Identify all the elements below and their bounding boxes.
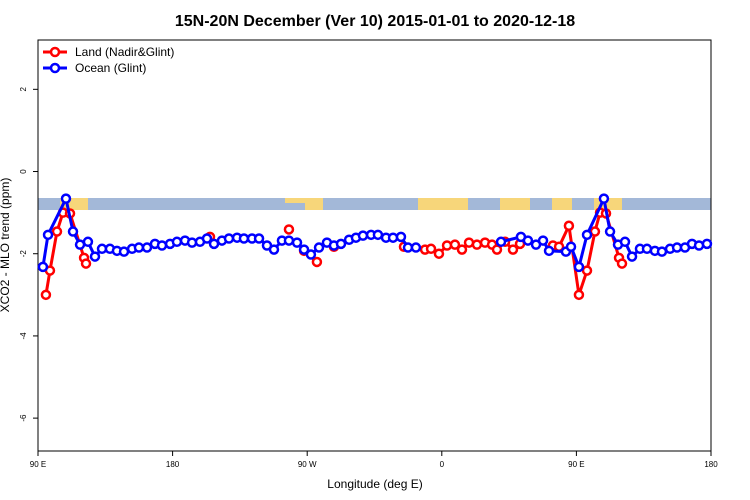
legend-label: Ocean (Glint) — [75, 61, 146, 75]
point — [311, 256, 323, 268]
point — [89, 251, 101, 262]
point — [604, 226, 616, 237]
point — [656, 246, 668, 257]
point — [522, 235, 534, 246]
point — [565, 241, 577, 252]
point — [543, 245, 555, 257]
legend-marker — [49, 62, 61, 74]
point — [573, 261, 585, 273]
x-tick-label: 180 — [166, 460, 180, 469]
map-strip — [38, 198, 711, 210]
point — [335, 238, 347, 250]
point — [268, 244, 280, 255]
point — [37, 261, 49, 273]
point — [298, 244, 310, 255]
point — [67, 226, 79, 237]
point — [433, 248, 445, 259]
y-tick-label: -6 — [19, 414, 28, 422]
point — [60, 193, 72, 204]
point — [82, 236, 94, 248]
point — [238, 233, 250, 244]
point — [626, 251, 638, 262]
point — [223, 233, 235, 244]
map-land — [500, 198, 530, 210]
point — [372, 229, 384, 241]
point — [313, 242, 325, 253]
point — [395, 231, 407, 243]
map-land — [418, 198, 468, 210]
point — [573, 289, 585, 301]
point — [425, 243, 437, 255]
point — [598, 193, 610, 204]
point — [563, 220, 575, 232]
point — [471, 239, 483, 250]
y-tick-label: -4 — [19, 332, 28, 340]
point — [449, 239, 461, 250]
point — [701, 238, 713, 250]
x-tick-label: 180 — [704, 460, 718, 469]
point — [42, 229, 54, 241]
x-tick-label: 0 — [440, 460, 445, 469]
point — [693, 240, 705, 251]
y-tick-label: 0 — [19, 169, 28, 174]
point — [51, 226, 63, 237]
point — [283, 235, 295, 246]
map-ocean — [38, 198, 711, 210]
point — [156, 240, 168, 251]
point — [357, 230, 369, 241]
x-tick-label: 90 E — [568, 460, 584, 469]
point — [616, 258, 628, 269]
x-tick-label: 90 W — [298, 460, 317, 469]
point — [201, 233, 213, 244]
point — [581, 265, 593, 276]
point — [305, 249, 317, 260]
point — [495, 236, 507, 248]
map-land — [305, 198, 323, 210]
point — [171, 236, 183, 248]
point — [141, 242, 153, 253]
point — [581, 229, 593, 241]
point — [410, 242, 422, 253]
point — [456, 244, 468, 255]
point — [253, 233, 265, 244]
y-tick-label: 2 — [19, 87, 28, 92]
point — [491, 244, 503, 255]
y-tick-label: -2 — [19, 250, 28, 258]
point — [619, 236, 631, 248]
chart-title: 15N-20N December (Ver 10) 2015-01-01 to … — [175, 13, 575, 30]
map-land — [552, 198, 572, 210]
point — [133, 242, 145, 253]
x-tick-label: 90 E — [30, 460, 46, 469]
point — [40, 289, 52, 301]
x-axis-label: Longitude (deg E) — [327, 477, 422, 491]
point — [507, 244, 519, 255]
map-land — [285, 198, 305, 203]
point — [291, 237, 303, 248]
point — [118, 246, 130, 257]
point — [283, 224, 295, 235]
series — [37, 193, 713, 273]
point — [80, 258, 92, 269]
legend-label: Land (Nadir&Glint) — [75, 45, 174, 59]
legend-marker — [49, 46, 61, 58]
point — [537, 235, 549, 246]
y-axis-label: XCO2 - MLO trend (ppm) — [0, 178, 12, 313]
